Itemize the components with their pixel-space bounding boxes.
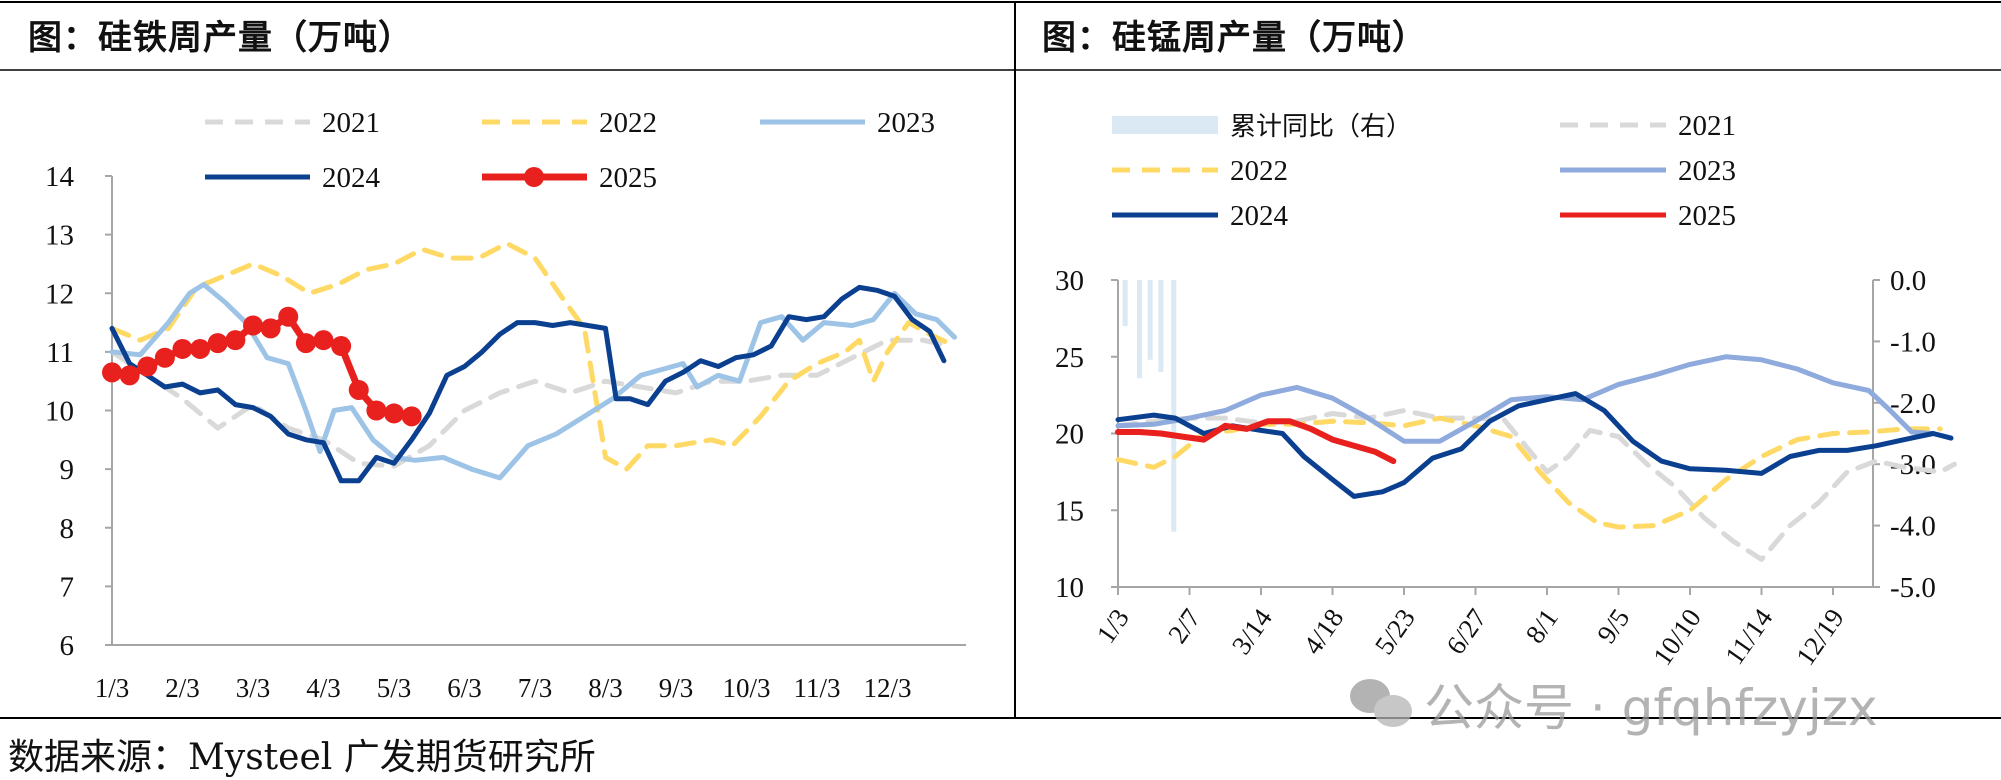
left-series-2025-point	[260, 318, 281, 339]
watermark-text: 公众号 · gfqhfzyjzx	[1424, 679, 1878, 737]
left-series-2025-point	[102, 362, 122, 383]
left-series-2025-point	[348, 379, 369, 400]
left-y-tick-label: 6	[60, 630, 75, 662]
left-series-2025-point	[331, 336, 352, 357]
right-y-tick-label: 20	[1055, 419, 1084, 451]
left-series-2024-line	[109, 284, 947, 484]
left-y-tick-label: 14	[45, 161, 75, 193]
right-legend-label-cumulative-yoy: 累计同比（右）	[1230, 112, 1412, 142]
left-chart-title: 图：硅铁周产量（万吨）	[28, 18, 413, 58]
right-y-tick-label: 15	[1055, 495, 1084, 527]
source-note: 数据来源：Mysteel 广发期货研究所	[8, 737, 596, 778]
left-chart-ferrosilicon: 6 7 8 9 10 11 12 13 14 1/3 2/3 3/3 4/3 5/3 6/3 7/3 8/3 9/…	[45, 107, 966, 703]
left-y-tick-label: 9	[60, 454, 75, 486]
right-bar-cumulative-yoy	[1122, 280, 1128, 327]
wechat-icon	[1350, 679, 1412, 729]
left-series-2021-line	[109, 337, 954, 469]
left-series-2022-line	[109, 240, 957, 472]
left-y-tick-label: 7	[60, 571, 75, 603]
right-legend-label-2025: 2025	[1678, 200, 1736, 232]
left-y-tick-label: 8	[60, 513, 75, 545]
right-y-tick-label: 25	[1055, 342, 1084, 374]
left-series-2025-point	[172, 338, 193, 359]
right-x-tick-label: 1/3	[1091, 603, 1135, 648]
left-y-tick-label: 12	[45, 278, 74, 310]
right-y2-tick-label: -5.0	[1890, 572, 1936, 604]
right-series-2023-line	[1115, 354, 1936, 444]
left-x-tick-label: 7/3	[518, 673, 553, 703]
left-series-2025-point	[154, 347, 175, 368]
left-x-tick-label: 2/3	[165, 673, 200, 703]
left-x-tick-label: 4/3	[306, 673, 341, 703]
right-x-tick-label: 11/14	[1719, 603, 1779, 670]
left-x-tick-label: 10/3	[722, 673, 770, 703]
right-legend-swatch-cumulative-yoy	[1112, 116, 1218, 134]
left-series-2025-point	[401, 406, 422, 427]
left-legend-label-2021: 2021	[322, 107, 380, 139]
right-y2-tick-label: 0.0	[1890, 265, 1926, 297]
right-bar-cumulative-yoy	[1147, 280, 1153, 360]
right-legend-label-2021: 2021	[1678, 110, 1736, 142]
right-series-2024-line	[1115, 391, 1954, 499]
right-y-tick-label: 10	[1055, 572, 1084, 604]
left-series-2025-point	[295, 333, 316, 354]
left-series-2025-point	[190, 338, 211, 359]
left-legend-label-2024: 2024	[322, 162, 381, 194]
left-legend-label-2023: 2023	[877, 107, 935, 139]
left-series-2025-point	[384, 403, 404, 424]
right-bar-cumulative-yoy	[1158, 280, 1164, 373]
left-series-2025-point	[137, 356, 158, 377]
left-x-tick-label: 11/3	[794, 673, 841, 703]
left-legend-label-2022: 2022	[599, 107, 657, 139]
right-bar-cumulative-yoy	[1136, 280, 1142, 379]
left-series-2025-point	[366, 400, 387, 421]
left-legend-label-2025: 2025	[599, 162, 657, 194]
right-series-2025-line	[1115, 418, 1397, 465]
left-y-tick-label: 10	[45, 396, 74, 428]
left-series-2025-point	[225, 330, 246, 351]
right-chart-title: 图：硅锰周产量（万吨）	[1042, 18, 1427, 58]
right-y2-tick-label: -1.0	[1890, 326, 1936, 358]
right-y2-tick-label: -4.0	[1890, 511, 1936, 543]
right-y-tick-label: 30	[1055, 265, 1084, 297]
right-x-tick-label: 2/7	[1162, 603, 1206, 648]
right-x-tick-label: 6/27	[1440, 603, 1492, 660]
right-legend-label-2023: 2023	[1678, 155, 1736, 187]
right-legend-label-2022: 2022	[1230, 155, 1288, 187]
left-legend-marker-2025	[524, 167, 544, 187]
right-bar-cumulative-yoy	[1171, 280, 1177, 532]
right-x-tick-label: 10/10	[1647, 603, 1707, 671]
right-x-tick-label: 4/18	[1297, 603, 1349, 660]
left-series-2025-point	[313, 330, 334, 351]
right-legend-label-2024: 2024	[1230, 200, 1289, 232]
right-series-2022-line	[1115, 415, 1943, 530]
left-x-tick-label: 12/3	[863, 673, 911, 703]
right-x-tick-label: 12/19	[1790, 603, 1850, 671]
left-x-tick-label: 3/3	[236, 673, 271, 703]
left-series-2025-point	[207, 333, 228, 354]
left-y-tick-label: 11	[46, 337, 74, 369]
left-series-2025-point	[119, 365, 140, 386]
right-x-tick-label: 9/5	[1591, 603, 1635, 648]
left-y-tick-label: 13	[45, 220, 74, 252]
right-x-tick-label: 3/14	[1226, 603, 1278, 660]
left-x-tick-label: 1/3	[95, 673, 130, 703]
left-x-tick-label: 9/3	[659, 673, 694, 703]
left-x-tick-label: 8/3	[588, 673, 623, 703]
left-x-tick-label: 5/3	[377, 673, 412, 703]
left-series-2025-point	[278, 306, 299, 327]
left-series-2025-point	[243, 315, 263, 336]
left-x-tick-label: 6/3	[447, 673, 482, 703]
right-x-tick-label: 8/1	[1520, 603, 1564, 648]
wechat-watermark: 公众号 · gfqhfzyjzx	[1350, 668, 1878, 740]
right-x-tick-label: 5/23	[1369, 603, 1421, 660]
